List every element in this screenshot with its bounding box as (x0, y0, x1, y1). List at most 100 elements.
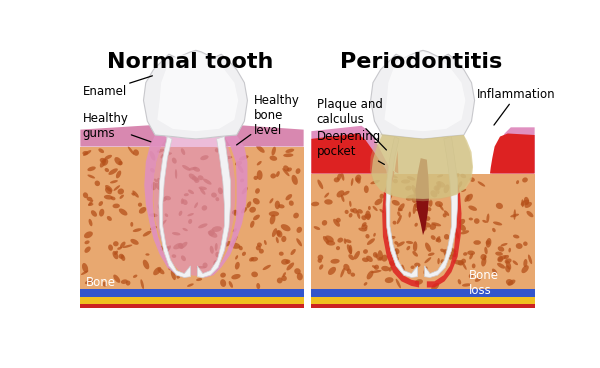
Ellipse shape (239, 155, 248, 160)
Ellipse shape (451, 250, 457, 257)
Ellipse shape (173, 243, 183, 250)
Ellipse shape (119, 209, 127, 216)
Ellipse shape (271, 173, 276, 178)
Ellipse shape (414, 203, 419, 208)
Ellipse shape (484, 255, 487, 261)
Ellipse shape (85, 279, 94, 284)
Ellipse shape (182, 199, 188, 205)
Ellipse shape (508, 248, 511, 252)
Text: Bone: Bone (86, 276, 116, 289)
Ellipse shape (88, 203, 94, 206)
Ellipse shape (431, 283, 439, 290)
Ellipse shape (314, 226, 320, 230)
Ellipse shape (513, 234, 520, 238)
Ellipse shape (158, 203, 162, 209)
Ellipse shape (84, 231, 93, 238)
Polygon shape (154, 137, 235, 276)
Ellipse shape (192, 176, 198, 181)
Ellipse shape (200, 155, 209, 160)
Ellipse shape (466, 194, 473, 202)
Ellipse shape (256, 283, 260, 289)
Ellipse shape (281, 224, 290, 231)
Ellipse shape (412, 251, 418, 256)
Ellipse shape (285, 259, 290, 264)
Ellipse shape (343, 191, 350, 195)
Ellipse shape (296, 227, 302, 233)
Ellipse shape (461, 230, 469, 234)
Ellipse shape (394, 256, 399, 262)
Ellipse shape (218, 187, 223, 194)
Ellipse shape (119, 195, 124, 199)
Ellipse shape (182, 228, 188, 231)
Ellipse shape (453, 260, 463, 265)
Ellipse shape (83, 150, 91, 156)
Ellipse shape (341, 195, 344, 202)
Ellipse shape (223, 156, 232, 159)
Ellipse shape (470, 177, 475, 182)
Ellipse shape (521, 199, 524, 207)
Polygon shape (311, 126, 392, 174)
Polygon shape (490, 134, 535, 174)
Ellipse shape (202, 262, 208, 268)
Ellipse shape (504, 255, 509, 259)
Ellipse shape (171, 270, 176, 280)
Ellipse shape (368, 206, 371, 210)
Ellipse shape (437, 181, 441, 190)
Ellipse shape (514, 209, 516, 220)
Ellipse shape (431, 222, 441, 226)
Ellipse shape (481, 254, 487, 260)
Ellipse shape (436, 236, 440, 242)
Ellipse shape (373, 252, 378, 258)
Ellipse shape (200, 188, 206, 195)
Ellipse shape (378, 250, 383, 261)
Ellipse shape (178, 244, 184, 249)
Ellipse shape (414, 263, 421, 267)
Ellipse shape (450, 248, 457, 252)
Ellipse shape (159, 197, 167, 202)
Ellipse shape (99, 209, 104, 217)
Ellipse shape (150, 168, 155, 173)
Ellipse shape (130, 239, 139, 245)
Ellipse shape (287, 167, 292, 172)
Ellipse shape (247, 201, 251, 208)
Ellipse shape (208, 231, 217, 238)
Ellipse shape (478, 181, 485, 187)
Text: Inflammation: Inflammation (477, 88, 556, 125)
Ellipse shape (188, 219, 192, 224)
Ellipse shape (128, 146, 134, 155)
Ellipse shape (89, 219, 92, 226)
Ellipse shape (424, 266, 428, 274)
Ellipse shape (283, 165, 289, 171)
Ellipse shape (283, 272, 286, 277)
Ellipse shape (524, 197, 529, 205)
Ellipse shape (352, 208, 358, 213)
Ellipse shape (497, 263, 505, 269)
Ellipse shape (290, 249, 296, 255)
Ellipse shape (181, 148, 185, 155)
Ellipse shape (210, 246, 214, 254)
Ellipse shape (203, 178, 212, 185)
Ellipse shape (406, 246, 410, 250)
Ellipse shape (401, 179, 410, 184)
Ellipse shape (364, 227, 367, 231)
Ellipse shape (81, 270, 88, 275)
Ellipse shape (145, 253, 149, 256)
Ellipse shape (428, 252, 434, 256)
Ellipse shape (197, 175, 203, 180)
Ellipse shape (381, 266, 389, 271)
Ellipse shape (392, 221, 397, 224)
Ellipse shape (367, 270, 374, 279)
Ellipse shape (341, 172, 344, 181)
Ellipse shape (113, 204, 120, 208)
Ellipse shape (434, 185, 439, 191)
Ellipse shape (343, 264, 350, 271)
Ellipse shape (344, 238, 346, 244)
Ellipse shape (349, 245, 352, 254)
Ellipse shape (270, 215, 275, 224)
Ellipse shape (362, 222, 367, 227)
Ellipse shape (467, 251, 475, 255)
Ellipse shape (365, 234, 370, 238)
Ellipse shape (269, 198, 274, 204)
Ellipse shape (363, 249, 368, 254)
Ellipse shape (150, 226, 157, 230)
